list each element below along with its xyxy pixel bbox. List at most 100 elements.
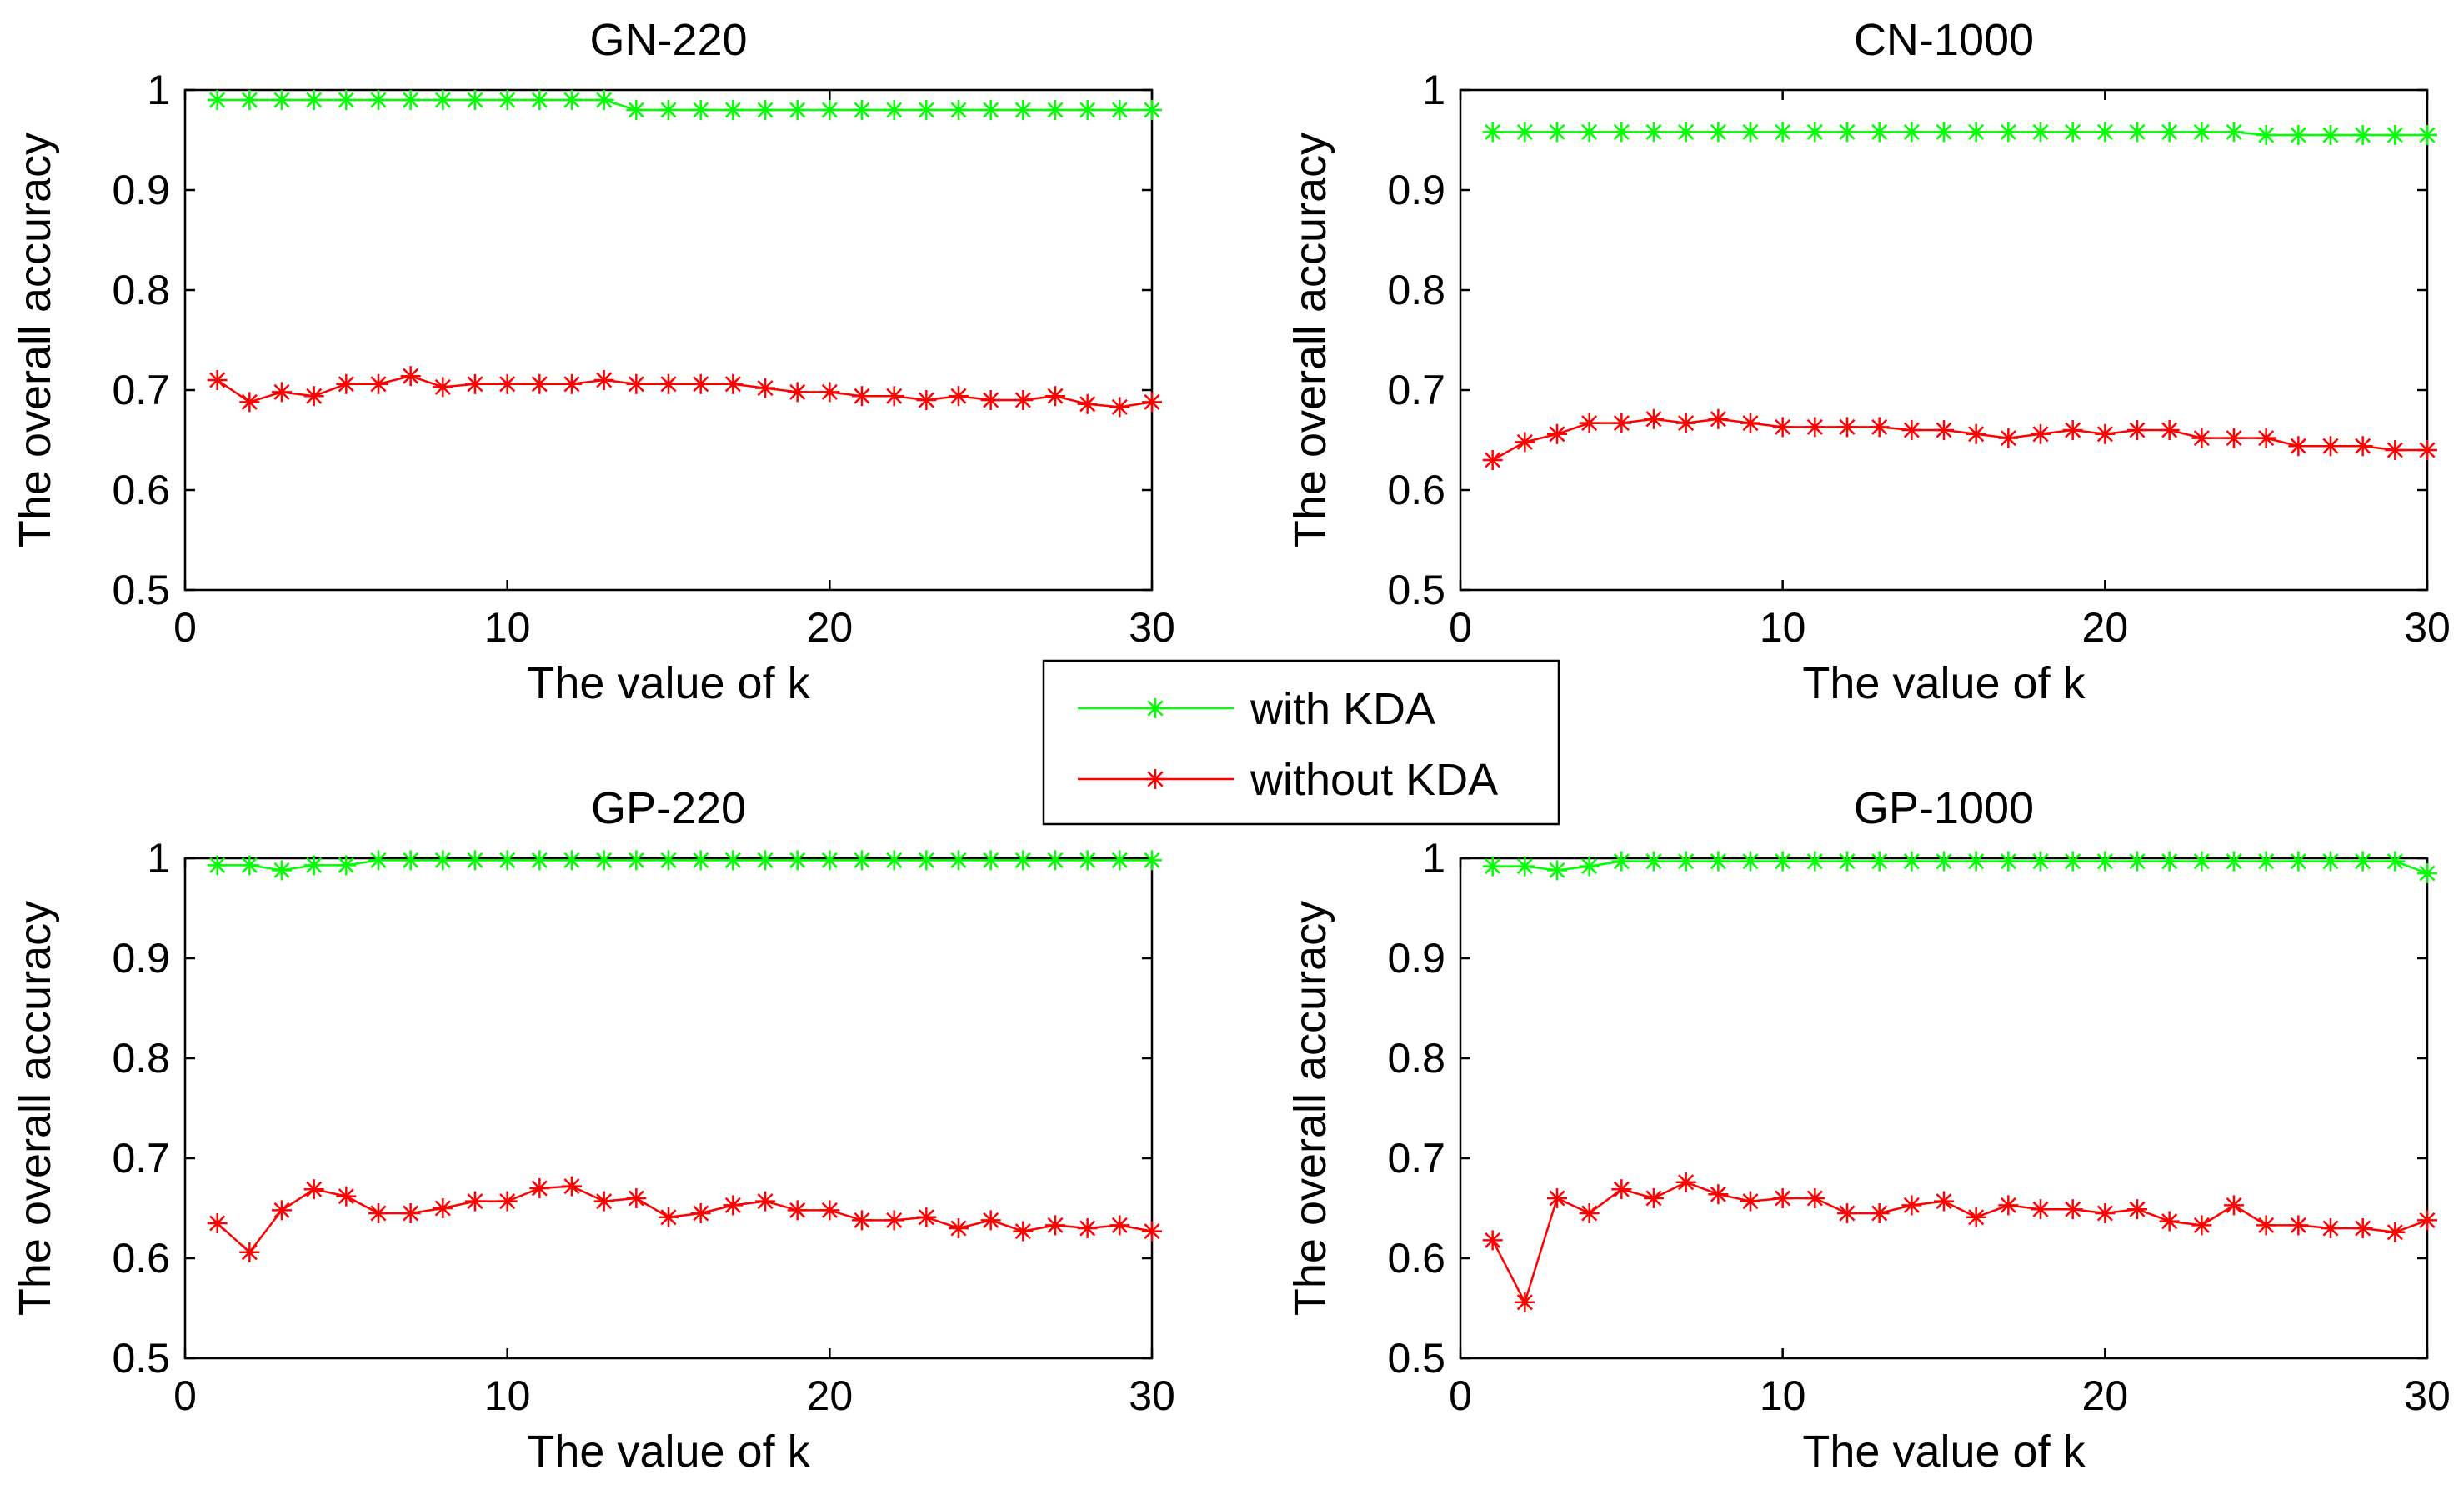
legend-label-without-kda: without KDA	[1250, 755, 1498, 805]
data-point-with-kda	[1077, 100, 1098, 120]
data-point-without-kda	[2224, 1195, 2244, 1216]
data-point-with-kda	[1579, 122, 1600, 142]
data-point-with-kda	[336, 90, 357, 110]
legend-star-without-kda	[1145, 769, 1165, 789]
data-point-without-kda	[2095, 423, 2116, 444]
data-point-without-kda	[819, 1200, 840, 1221]
data-point-with-kda	[1013, 100, 1034, 120]
data-point-without-kda	[1869, 417, 1890, 438]
panel-title: GP-220	[591, 783, 746, 833]
data-point-with-kda	[207, 90, 228, 110]
data-point-with-kda	[626, 100, 647, 120]
data-point-with-kda	[819, 850, 840, 871]
x-tick-label: 0	[1449, 604, 1472, 651]
data-point-with-kda	[2224, 851, 2244, 872]
data-point-with-kda	[2352, 125, 2373, 145]
data-point-without-kda	[1934, 1191, 1954, 1212]
data-point-without-kda	[2352, 1218, 2373, 1238]
data-point-without-kda	[239, 1242, 260, 1262]
data-point-with-kda	[949, 850, 969, 871]
data-point-with-kda	[1547, 860, 1567, 881]
data-point-with-kda	[1142, 100, 1162, 120]
data-point-with-kda	[949, 100, 969, 120]
data-point-without-kda	[1045, 1215, 1065, 1236]
y-tick-label: 0.8	[1387, 267, 1445, 313]
x-tick-label: 20	[2082, 1372, 2129, 1419]
data-point-without-kda	[949, 386, 969, 407]
y-axis-label: The overall accuracy	[1285, 901, 1335, 1316]
data-point-without-kda	[497, 373, 518, 394]
data-point-with-kda	[852, 100, 872, 120]
data-point-with-kda	[755, 100, 775, 120]
data-point-without-kda	[593, 370, 614, 390]
data-point-with-kda	[2159, 851, 2180, 872]
data-point-with-kda	[2385, 851, 2406, 872]
data-point-without-kda	[1740, 1191, 1760, 1212]
series-with-kda	[207, 90, 1162, 120]
data-point-with-kda	[529, 850, 550, 871]
data-point-with-kda	[1934, 851, 1954, 872]
y-tick-label: 0.6	[1387, 1235, 1445, 1282]
panel-title: GN-220	[589, 15, 747, 65]
data-point-with-kda	[884, 100, 904, 120]
x-tick-label: 20	[2082, 604, 2129, 651]
y-tick-label: 0.8	[1387, 1035, 1445, 1082]
data-point-with-kda	[1644, 851, 1664, 872]
x-tick-label: 10	[484, 604, 531, 651]
data-point-without-kda	[400, 1203, 421, 1223]
data-point-without-kda	[949, 1218, 969, 1238]
data-point-without-kda	[2031, 423, 2051, 444]
data-point-without-kda	[1901, 1195, 1922, 1216]
data-point-without-kda	[1579, 412, 1600, 433]
data-point-without-kda	[2062, 420, 2083, 440]
data-point-with-kda	[755, 850, 775, 871]
data-point-without-kda	[497, 1191, 518, 1212]
data-point-without-kda	[2352, 436, 2373, 457]
data-point-without-kda	[1547, 1188, 1567, 1208]
x-tick-label: 0	[173, 604, 197, 651]
data-point-with-kda	[593, 850, 614, 871]
x-axis-label: The value of k	[527, 658, 810, 708]
data-point-with-kda	[400, 850, 421, 871]
data-point-without-kda	[1837, 417, 1857, 438]
data-point-with-kda	[1772, 122, 1793, 142]
panel-title: GP-1000	[1854, 783, 2034, 833]
data-point-with-kda	[2385, 125, 2406, 145]
data-point-with-kda	[1998, 122, 2019, 142]
legend-marker-without-kda	[1145, 769, 1165, 789]
data-point-without-kda	[1772, 417, 1793, 438]
data-point-without-kda	[2417, 440, 2437, 460]
series-with-kda	[207, 850, 1162, 881]
data-point-without-kda	[593, 1191, 614, 1212]
y-tick-label: 0.9	[112, 167, 170, 213]
x-axis-label: The value of k	[527, 1427, 810, 1477]
data-point-with-kda	[1611, 122, 1632, 142]
data-point-without-kda	[852, 1210, 872, 1231]
legend-label-with-kda: with KDA	[1250, 684, 1435, 734]
data-point-without-kda	[1740, 412, 1760, 433]
x-tick-label: 20	[807, 604, 854, 651]
data-point-without-kda	[1998, 1195, 2019, 1216]
data-point-with-kda	[690, 100, 711, 120]
data-point-with-kda	[659, 100, 679, 120]
data-point-with-kda	[497, 850, 518, 871]
data-point-without-kda	[1515, 1292, 1535, 1312]
data-point-without-kda	[2288, 436, 2309, 457]
data-point-with-kda	[433, 850, 453, 871]
data-point-without-kda	[1013, 1221, 1034, 1242]
data-point-with-kda	[723, 100, 744, 120]
data-point-with-kda	[207, 855, 228, 876]
y-tick-label: 0.7	[112, 1135, 170, 1182]
data-point-without-kda	[690, 1203, 711, 1223]
data-point-with-kda	[1045, 850, 1065, 871]
data-point-with-kda	[1740, 851, 1760, 872]
data-point-without-kda	[884, 386, 904, 407]
panel-title: CN-1000	[1854, 15, 2034, 65]
legend: with KDA without KDA	[1042, 659, 1560, 826]
data-point-with-kda	[916, 850, 937, 871]
data-point-with-kda	[497, 90, 518, 110]
data-point-with-kda	[1515, 122, 1535, 142]
y-tick-label: 0.5	[112, 567, 170, 613]
